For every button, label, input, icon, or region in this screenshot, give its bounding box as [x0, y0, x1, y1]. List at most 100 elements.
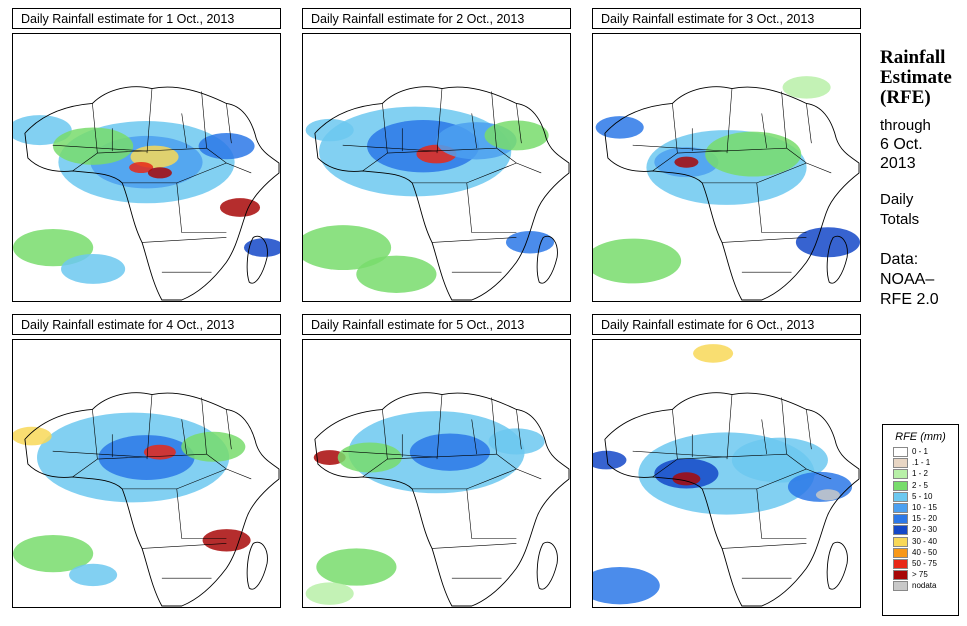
- rainfall-blob: [409, 433, 490, 471]
- country-border: [652, 152, 678, 172]
- rainfall-blob: [593, 567, 660, 605]
- legend-label: nodata: [912, 581, 937, 591]
- rainfall-blob: [219, 198, 261, 217]
- map-panel: Daily Rainfall estimate for 6 Oct., 2013: [592, 314, 861, 608]
- country-border: [436, 394, 443, 460]
- rainfall-blob: [593, 450, 627, 470]
- country-border: [677, 147, 787, 154]
- rainfall-map-svg: [305, 392, 570, 607]
- rainfall-blob: [782, 76, 831, 99]
- country-border: [92, 409, 98, 460]
- legend-item: 0 - 1: [883, 446, 958, 457]
- rainfall-blob: [705, 131, 802, 177]
- africa-coastline: [604, 86, 860, 301]
- rainfall-blob: [593, 238, 682, 284]
- country-border: [201, 91, 207, 149]
- country-border: [466, 182, 517, 233]
- legend-item: 10 - 15: [883, 502, 958, 513]
- country-border: [496, 453, 542, 480]
- rainfall-map-svg: [593, 344, 860, 607]
- legend-label: 10 - 15: [912, 502, 937, 512]
- rainfall-blob: [505, 231, 555, 254]
- side-title-line-3: (RFE): [880, 87, 931, 108]
- country-border: [142, 237, 227, 243]
- country-border: [387, 453, 497, 460]
- country-border: [632, 144, 728, 152]
- rainfall-blob: [595, 116, 644, 139]
- side-title-line-1: Rainfall: [880, 47, 946, 68]
- rainfall-blob: [61, 253, 126, 284]
- legend-label: 30 - 40: [912, 536, 937, 546]
- legend-item: 50 - 75: [883, 558, 958, 569]
- madagascar-coastline: [246, 235, 268, 284]
- legend-label: > 75: [912, 570, 928, 580]
- legend-label: .1 - 1: [912, 458, 931, 468]
- legend-swatch: [893, 502, 908, 513]
- rainfall-blob: [243, 238, 280, 257]
- rainfall-blob: [795, 227, 860, 258]
- side-date-line-2: 2013: [880, 155, 916, 172]
- side-data-line-3: RFE 2.0: [880, 291, 939, 308]
- country-border: [672, 103, 678, 154]
- rainfall-map-svg: [13, 86, 280, 301]
- legend-item: 1 - 2: [883, 468, 958, 480]
- country-border: [362, 152, 388, 172]
- legend-swatch: [893, 480, 908, 491]
- map-panel: Daily Rainfall estimate for 4 Oct., 2013: [12, 314, 281, 608]
- rainfall-blob: [143, 444, 176, 460]
- country-border: [72, 152, 98, 172]
- country-border: [176, 488, 227, 539]
- side-through: through: [880, 117, 931, 134]
- country-border: [756, 488, 807, 539]
- side-title: Rainfall Estimate (RFE): [880, 48, 952, 108]
- side-title-line-2: Estimate: [880, 67, 952, 88]
- rainfall-map: [12, 339, 281, 608]
- country-border: [387, 147, 497, 154]
- madagascar-coastline: [536, 541, 558, 590]
- country-border: [471, 113, 477, 149]
- country-border: [726, 88, 733, 154]
- country-border: [806, 409, 812, 450]
- country-border: [756, 182, 807, 233]
- rainfall-map: [302, 33, 571, 302]
- side-date-line-1: 6 Oct.: [880, 136, 923, 153]
- country-border: [781, 91, 787, 149]
- legend-swatch: [893, 525, 908, 536]
- legend-swatch: [893, 581, 908, 592]
- legend-title: RFE (mm): [895, 431, 946, 443]
- rainfall-blob: [98, 435, 195, 480]
- legend-item: .1 - 1: [883, 457, 958, 469]
- map-panel-title: Daily Rainfall estimate for 2 Oct., 2013: [302, 8, 571, 29]
- rainfall-map: [302, 339, 571, 608]
- madagascar-coastline: [826, 235, 848, 284]
- map-panel: Daily Rainfall estimate for 1 Oct., 2013: [12, 8, 281, 302]
- country-border: [226, 103, 232, 144]
- rainfall-blob: [181, 431, 246, 462]
- country-border: [201, 397, 207, 455]
- country-border: [491, 397, 497, 455]
- legend-label: 40 - 50: [912, 547, 937, 557]
- legend-swatch: [893, 536, 908, 547]
- side-daily-totals: Daily Totals: [880, 190, 919, 230]
- rainfall-blob: [313, 450, 346, 465]
- country-border: [382, 103, 388, 154]
- rainfall-blob: [815, 489, 840, 501]
- legend-swatch: [893, 558, 908, 569]
- country-border: [226, 409, 232, 450]
- map-panel-title: Daily Rainfall estimate for 6 Oct., 2013: [592, 314, 861, 335]
- country-border: [436, 88, 443, 154]
- legend-label: 5 - 10: [912, 491, 933, 501]
- rainfall-blob: [13, 115, 72, 146]
- country-border: [677, 453, 787, 460]
- country-border: [722, 237, 807, 243]
- rainfall-blob: [693, 344, 734, 363]
- legend-swatch: [893, 547, 908, 558]
- rainfall-blob: [53, 127, 134, 165]
- country-border: [496, 147, 542, 174]
- country-border: [97, 147, 207, 154]
- legend-item: 2 - 5: [883, 480, 958, 491]
- country-border: [652, 458, 678, 478]
- legend-item: > 75: [883, 569, 958, 581]
- rainfall-blob: [198, 133, 255, 160]
